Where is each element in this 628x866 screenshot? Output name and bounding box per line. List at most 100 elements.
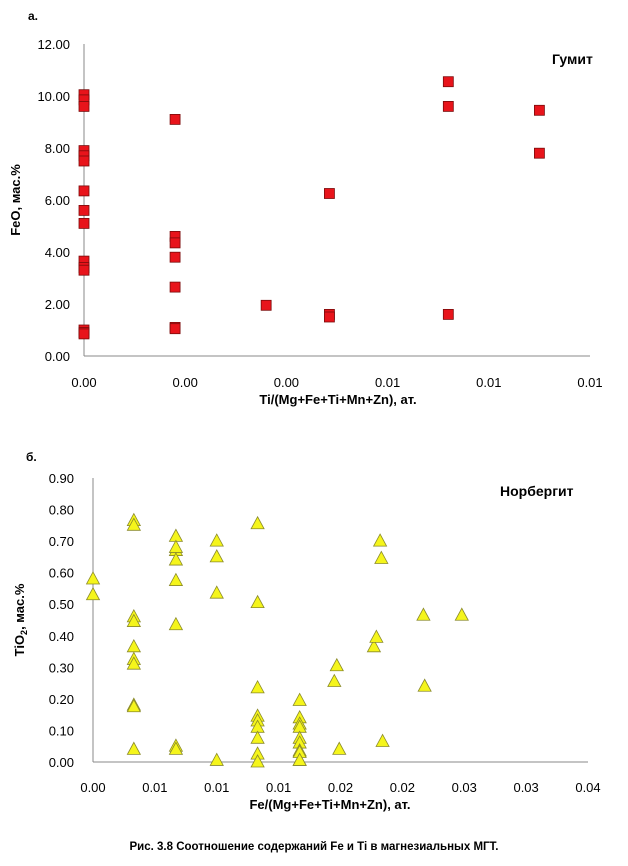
data-point-norbergite [168, 552, 184, 566]
data-point-norbergite [168, 616, 184, 631]
x-tick-label-b: 0.01 [266, 780, 291, 795]
x-tick-label-b: 0.00 [80, 780, 105, 795]
data-point-norbergite [454, 607, 469, 621]
data-point-humite [78, 217, 90, 229]
x-tick-label-a: 0.00 [173, 375, 198, 390]
chart-title-humite: Гумит [552, 51, 593, 67]
y-tick-label-b: 0.30 [49, 660, 74, 675]
data-point-norbergite [292, 692, 307, 706]
y-tick-label-a: 0.00 [45, 349, 70, 364]
data-point-norbergite [327, 673, 342, 687]
data-point-humite [324, 311, 335, 323]
x-axis-label-b: Fe/(Mg+Fe+Ti+Mn+Zn), ат. [249, 797, 410, 812]
data-point-humite [169, 323, 181, 335]
data-point-humite [78, 328, 90, 340]
chart-title-norbergite: Норбергит [500, 483, 574, 499]
y-tick-label-a: 10.00 [37, 89, 70, 104]
data-point-norbergite [250, 515, 265, 530]
data-point-norbergite [366, 638, 382, 653]
data-point-norbergite [416, 607, 431, 621]
data-point-humite [78, 101, 90, 112]
data-point-norbergite [85, 586, 101, 601]
x-tick-label-a: 0.01 [476, 375, 501, 390]
x-tick-label-b: 0.03 [452, 780, 477, 795]
y-tick-label-a: 12.00 [37, 37, 70, 52]
data-point-norbergite [209, 752, 224, 766]
data-point-norbergite [126, 517, 142, 531]
data-point-norbergite [168, 528, 184, 542]
y-tick-label-b: 0.70 [49, 534, 74, 549]
data-point-humite [324, 188, 335, 199]
chart-norbergite: б. Норбергит 0.00 0.10 0.20 0.30 0.40 0.50 0.6… [12, 450, 601, 812]
x-tick-label-a: 0.00 [71, 375, 96, 390]
data-point-norbergite [250, 594, 265, 609]
data-point-norbergite [209, 533, 224, 547]
y-tick-labels-b: 0.00 0.10 0.20 0.30 0.40 0.50 0.60 0.70 0.80 0.90 [49, 471, 74, 770]
data-point-humite [169, 281, 181, 293]
data-point-norbergite [250, 754, 265, 768]
y-tick-labels-a: 0.00 2.00 4.00 6.00 8.00 10.00 12.00 [37, 37, 70, 364]
x-tick-labels-a: 0.00 0.00 0.00 0.01 0.01 0.01 [71, 375, 602, 390]
x-tick-label-b: 0.02 [390, 780, 415, 795]
data-point-norbergite [126, 656, 142, 670]
data-point-norbergite [126, 698, 142, 713]
data-point-norbergite [372, 533, 388, 547]
y-tick-label-b: 0.20 [49, 692, 74, 707]
x-tick-labels-b: 0.00 0.01 0.01 0.01 0.02 0.02 0.03 0.03 0.04 [80, 780, 600, 795]
data-point-humite [442, 101, 454, 112]
y-tick-label-b: 0.10 [49, 723, 74, 738]
y-tick-label-a: 6.00 [45, 193, 70, 208]
x-tick-label-b: 0.02 [328, 780, 353, 795]
data-point-norbergite [329, 657, 344, 672]
y-tick-label-a: 4.00 [45, 245, 70, 260]
x-tick-label-a: 0.01 [577, 375, 602, 390]
data-point-humite [169, 251, 181, 263]
data-point-norbergite [332, 741, 347, 755]
data-point-norbergite [209, 585, 224, 599]
data-point-norbergite [292, 752, 307, 766]
figure-caption: Рис. 3.8 Соотношение содержаний Fe и Ti … [130, 841, 499, 853]
x-tick-label-b: 0.04 [575, 780, 600, 795]
data-point-humite [442, 76, 454, 88]
x-tick-label-b: 0.01 [204, 780, 229, 795]
data-point-humite [78, 204, 90, 216]
y-tick-label-a: 2.00 [45, 297, 70, 312]
data-point-norbergite [126, 741, 142, 755]
panel-label-a: а. [28, 9, 38, 23]
data-point-norbergite [85, 571, 101, 585]
data-point-humite [78, 264, 90, 276]
y-tick-label-b: 0.80 [49, 503, 74, 518]
data-point-humite [534, 104, 545, 116]
data-point-norbergite [417, 678, 432, 692]
x-tick-label-a: 0.00 [274, 375, 299, 390]
data-point-humite [442, 308, 454, 320]
data-point-norbergite [168, 572, 184, 586]
data-point-norbergite [126, 638, 142, 653]
data-point-norbergite [250, 730, 265, 744]
data-point-humite [534, 147, 545, 159]
y-tick-label-a: 8.00 [45, 141, 70, 156]
data-points-a [78, 76, 545, 340]
panel-label-b: б. [26, 450, 37, 464]
y-axis-label-b: TiO2, мас.% [12, 583, 29, 656]
data-point-norbergite [375, 733, 390, 747]
y-tick-label-b: 0.60 [49, 566, 74, 581]
data-point-humite [169, 237, 181, 249]
data-point-norbergite [369, 629, 384, 643]
data-point-norbergite [374, 550, 389, 564]
data-point-humite [169, 114, 181, 125]
data-point-norbergite [126, 613, 142, 627]
data-point-norbergite [250, 680, 265, 694]
data-point-humite [78, 155, 90, 167]
x-tick-label-b: 0.01 [142, 780, 167, 795]
y-tick-label-b: 0.40 [49, 629, 74, 644]
y-tick-label-b: 0.50 [49, 597, 74, 612]
y-axis-label-a: FeO, мас.% [8, 164, 23, 236]
data-point-norbergite [168, 741, 184, 755]
data-point-humite [260, 299, 272, 311]
data-point-humite [78, 185, 90, 197]
y-tick-label-b: 0.00 [49, 755, 74, 770]
data-points-b [85, 512, 469, 768]
data-point-norbergite [168, 539, 184, 553]
